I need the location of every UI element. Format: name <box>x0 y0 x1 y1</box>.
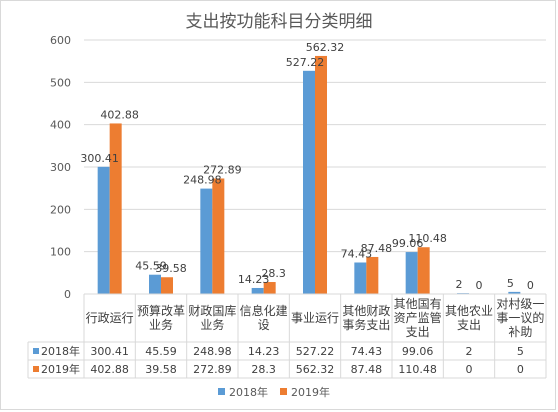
data-label: 527.22 <box>286 56 325 69</box>
table-cell: 527.22 <box>296 345 335 358</box>
table-series-name: 2019年 <box>41 362 80 376</box>
legend-label: 2018年 <box>229 385 268 399</box>
category-label: 资产监管 <box>394 310 442 325</box>
data-label: 402.88 <box>100 108 139 121</box>
table-cell: 562.32 <box>296 363 335 376</box>
bar-2019年-6 <box>417 247 430 294</box>
table-cell: 248.98 <box>193 345 232 358</box>
y-tick-label: 400 <box>50 119 71 132</box>
table-series-swatch <box>33 348 39 354</box>
data-label: 14.23 <box>238 273 270 286</box>
legend: 2018年 2019年 <box>218 385 330 399</box>
table-series-name: 2018年 <box>41 344 80 358</box>
bar-2019年-0 <box>109 123 122 294</box>
table-cell: 99.06 <box>402 345 434 358</box>
y-axis-ticks: 0 100 200 300 400 500 600 <box>50 34 71 301</box>
data-label: 87.48 <box>361 242 393 255</box>
chart-title: 支出按功能科目分类明细 <box>186 12 373 32</box>
data-label: 74.43 <box>341 247 373 260</box>
data-label: 2 <box>456 278 463 291</box>
data-label: 39.58 <box>155 262 187 275</box>
table-cell: 0 <box>517 363 524 376</box>
category-label: 设 <box>258 318 270 332</box>
category-label: 支出 <box>406 325 430 339</box>
data-label: 0 <box>527 279 534 292</box>
category-label: 事一议的 <box>496 310 544 325</box>
data-label: 300.41 <box>80 152 119 165</box>
table-cell: 39.58 <box>145 363 177 376</box>
bar-2018年-4 <box>303 70 315 294</box>
y-tick-label: 600 <box>50 34 71 47</box>
table-series-swatch <box>33 366 39 372</box>
legend-swatch <box>218 388 225 395</box>
data-label: 272.89 <box>203 163 242 176</box>
bar-2019年-5 <box>366 256 379 294</box>
table-cell: 402.88 <box>90 363 129 376</box>
category-label: 对村级一 <box>496 297 544 311</box>
category-label: 事业运行 <box>291 311 339 325</box>
y-tick-label: 100 <box>50 246 71 259</box>
bar-2019年-3 <box>263 282 276 294</box>
data-label: 28.3 <box>261 267 286 280</box>
data-label: 562.32 <box>306 41 345 54</box>
data-label: 110.48 <box>408 232 447 245</box>
category-label: 业务 <box>200 317 224 332</box>
table-cell: 5 <box>517 345 524 358</box>
y-tick-label: 200 <box>50 203 71 216</box>
y-tick-label: 500 <box>50 76 71 89</box>
data-label: 248.98 <box>183 174 222 187</box>
table-cell: 110.48 <box>398 363 437 376</box>
table-cell: 45.59 <box>145 345 177 358</box>
category-label: 预算改革 <box>137 303 185 318</box>
y-tick-label: 300 <box>50 161 71 174</box>
category-label: 其他国有 <box>394 297 442 311</box>
table-cell: 272.89 <box>193 363 232 376</box>
table-cell: 28.3 <box>251 363 276 376</box>
data-label: 45.59 <box>135 260 167 273</box>
table-cell: 14.23 <box>248 345 280 358</box>
category-label: 信息化建 <box>240 303 288 318</box>
bar-2018年-2 <box>200 188 213 294</box>
category-label: 事务支出 <box>342 317 390 332</box>
legend-item-2018年: 2018年 <box>218 385 268 399</box>
category-label: 支出 <box>457 318 481 332</box>
legend-item-2019年: 2019年 <box>280 385 330 399</box>
data-labels: 300.41 45.59 248.98 14.23 527.22 74.43 99.06 2 5… <box>80 41 533 292</box>
legend-label: 2019年 <box>291 385 330 399</box>
legend-swatch <box>280 388 287 395</box>
bar-2019年-2 <box>212 178 225 294</box>
table-cell: 87.48 <box>351 363 383 376</box>
bar-2019年-4 <box>315 55 327 294</box>
table-cell: 0 <box>466 363 473 376</box>
category-label: 行政运行 <box>86 311 134 325</box>
y-tick-label: 0 <box>64 288 71 301</box>
bars <box>97 55 521 294</box>
bar-2019年-1 <box>161 277 173 294</box>
data-label: 0 <box>476 279 483 292</box>
data-label: 99.06 <box>392 237 424 250</box>
table-cell: 2 <box>466 345 473 358</box>
category-label: 财政国库 <box>188 303 236 318</box>
category-label: 其他财政 <box>342 304 390 318</box>
bar-2018年-0 <box>97 166 110 294</box>
category-label: 其他农业 <box>445 304 493 318</box>
bar-2018年-5 <box>354 262 367 294</box>
bar-2018年-6 <box>405 252 418 294</box>
category-label: 补助 <box>508 325 532 339</box>
bar-2018年-3 <box>251 287 264 294</box>
data-label: 5 <box>507 277 514 290</box>
table-cell: 74.43 <box>351 345 383 358</box>
table-cell: 300.41 <box>90 345 129 358</box>
bar-2018年-8 <box>508 291 521 294</box>
bar-2018年-1 <box>149 274 161 294</box>
category-label: 业务 <box>149 317 173 332</box>
